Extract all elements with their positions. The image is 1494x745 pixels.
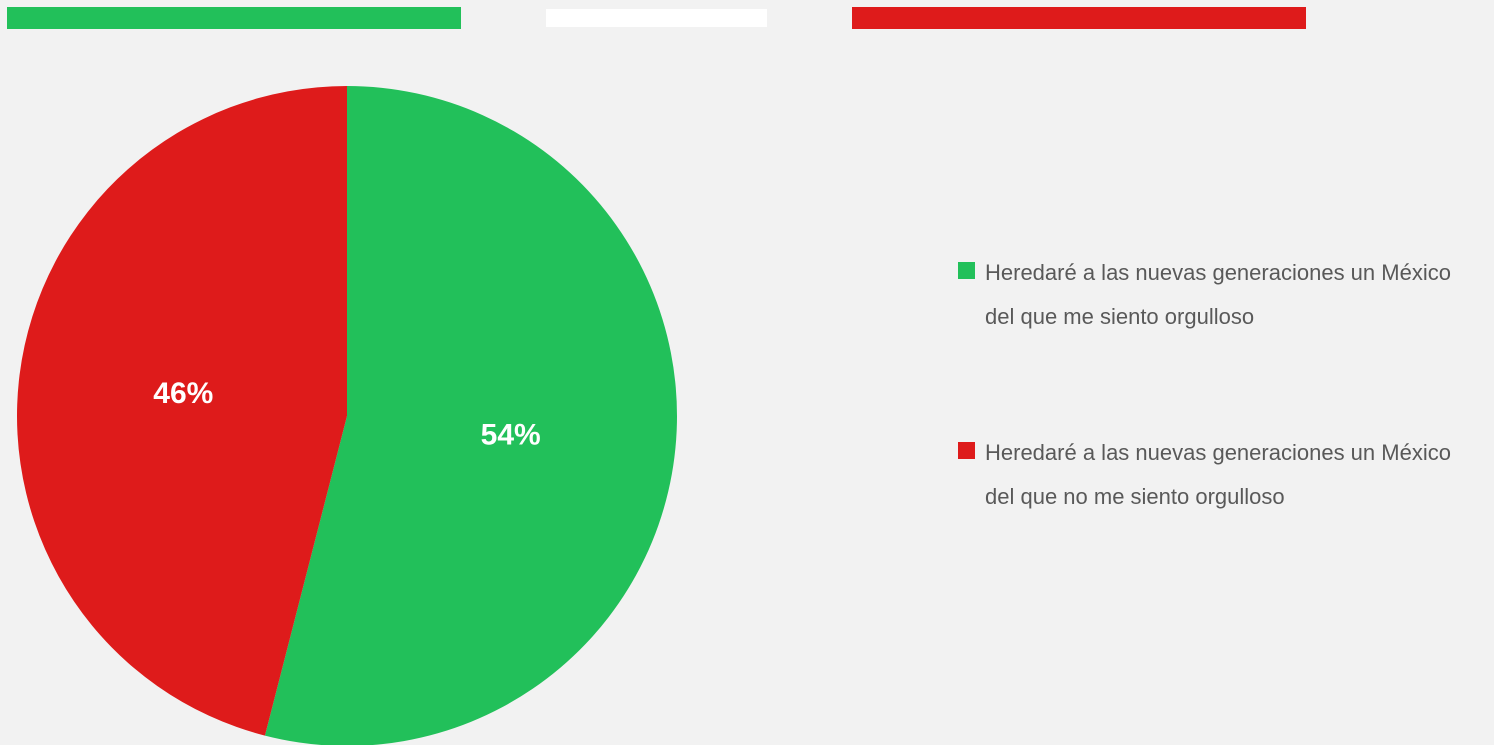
legend-item: Heredaré a las nuevas generaciones un Mé… bbox=[958, 431, 1455, 519]
pie-slice bbox=[17, 86, 347, 736]
value-label: 46% bbox=[153, 377, 213, 410]
pie-slice bbox=[264, 86, 677, 745]
decor-bar-green bbox=[7, 7, 461, 29]
decor-bar-red bbox=[852, 7, 1306, 29]
legend-swatch bbox=[958, 442, 975, 459]
decor-bar-white bbox=[546, 9, 767, 27]
value-label: 54% bbox=[481, 419, 541, 452]
legend-label: Heredaré a las nuevas generaciones un Mé… bbox=[985, 260, 1451, 329]
legend-swatch bbox=[958, 262, 975, 279]
legend-item: Heredaré a las nuevas generaciones un Mé… bbox=[958, 251, 1455, 339]
legend-label: Heredaré a las nuevas generaciones un Mé… bbox=[985, 440, 1451, 509]
